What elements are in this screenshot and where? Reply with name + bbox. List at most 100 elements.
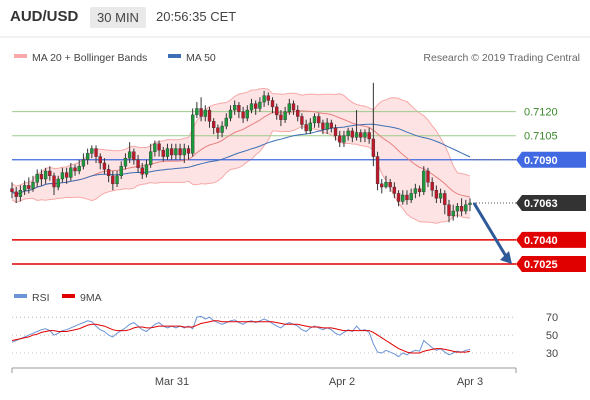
candle-body	[212, 121, 216, 128]
resistance-label: 0.7105	[524, 131, 558, 143]
candle	[106, 164, 111, 183]
candle	[102, 158, 107, 175]
candle-body	[291, 103, 296, 111]
support-price-tag: 0.7025	[516, 255, 586, 272]
candle-body	[153, 143, 157, 152]
candle	[279, 110, 283, 127]
candle-body	[338, 135, 342, 143]
candle-body	[39, 173, 44, 180]
candle-body	[31, 182, 35, 189]
price-tag-label: 0.7063	[524, 198, 558, 210]
candle-body	[56, 178, 60, 188]
candle-body	[413, 188, 418, 194]
candle	[283, 106, 287, 123]
candle-body	[422, 170, 426, 193]
candle	[350, 127, 355, 143]
candle-body	[371, 138, 376, 157]
ma20-legend-swatch	[14, 54, 27, 58]
candle-body	[325, 122, 329, 130]
candle-body	[367, 132, 371, 140]
candle	[153, 140, 157, 157]
candle-body	[233, 105, 237, 111]
candle	[329, 119, 334, 133]
candle-body	[106, 169, 111, 177]
rsi-level-label: 30	[546, 348, 558, 360]
price-tag-box	[516, 151, 586, 168]
chart-header: AUD/USD 30 MIN 20:56:35 CET	[0, 0, 590, 36]
candle-body	[98, 156, 102, 164]
candle-body	[178, 148, 182, 156]
candle	[73, 164, 77, 176]
candle	[98, 153, 102, 170]
candle	[195, 102, 199, 119]
candle	[115, 170, 119, 188]
ma20-legend-label: MA 20 + Bollinger Bands	[32, 52, 147, 64]
candle	[77, 159, 81, 175]
candle-body	[64, 172, 69, 178]
candle-body	[455, 206, 460, 212]
candle-body	[207, 109, 212, 122]
price-tag-box	[516, 195, 586, 212]
candle	[14, 187, 18, 204]
candle-body	[216, 127, 220, 133]
ma50-legend-swatch	[168, 54, 181, 58]
candle-body	[258, 101, 262, 109]
candle-body	[191, 114, 195, 154]
current-time: 20:56:35 CET	[156, 9, 237, 24]
candle-body	[169, 148, 174, 156]
candle	[392, 182, 397, 199]
candle-body	[43, 170, 48, 180]
candle	[312, 113, 317, 128]
candle	[85, 148, 90, 165]
candle-body	[459, 206, 464, 212]
candle-body	[10, 188, 14, 193]
candle	[136, 154, 140, 173]
candle	[39, 169, 44, 186]
candle-body	[254, 103, 258, 109]
candle	[413, 183, 418, 199]
candle	[207, 106, 212, 128]
candle	[371, 82, 376, 167]
candle-body	[52, 175, 56, 188]
candle-body	[346, 130, 350, 136]
candle	[417, 185, 422, 197]
candle-body	[90, 148, 94, 154]
rsi-line	[11, 315, 471, 358]
candle	[123, 153, 128, 170]
moving-averages	[11, 110, 471, 198]
candle	[308, 118, 313, 135]
candle-body	[396, 193, 401, 202]
rsi-ma-legend-swatch	[62, 294, 75, 298]
candle	[132, 148, 136, 165]
candle-body	[417, 188, 422, 193]
candle-body	[241, 111, 245, 119]
candle	[245, 105, 249, 122]
candle-body	[464, 204, 468, 212]
candle	[434, 185, 439, 204]
candle-body	[119, 165, 123, 177]
price-tag-label: 0.7040	[524, 235, 558, 247]
resistance-label: 0.7120	[524, 107, 558, 119]
candle	[174, 143, 178, 160]
candle	[56, 175, 60, 191]
timeframe-badge[interactable]: 30 MIN	[90, 7, 146, 28]
candle	[296, 105, 300, 122]
candle	[375, 151, 380, 191]
candle-body	[317, 116, 321, 124]
candle-body	[434, 190, 439, 199]
candle	[459, 198, 464, 216]
bollinger-lower-line	[11, 125, 471, 224]
candle-body	[287, 103, 291, 112]
rsi-ma-legend-label: 9MA	[80, 292, 102, 304]
candle	[60, 167, 65, 183]
candle	[220, 121, 224, 138]
candle	[119, 161, 123, 180]
candle-body	[443, 193, 447, 205]
candle	[270, 97, 275, 114]
candle-body	[266, 95, 270, 101]
rsi-legend-label: RSI	[32, 292, 50, 304]
pivot-price-tag: 0.7090	[516, 151, 586, 168]
candle-body	[354, 132, 359, 138]
candle	[321, 119, 325, 135]
candle	[346, 127, 350, 141]
